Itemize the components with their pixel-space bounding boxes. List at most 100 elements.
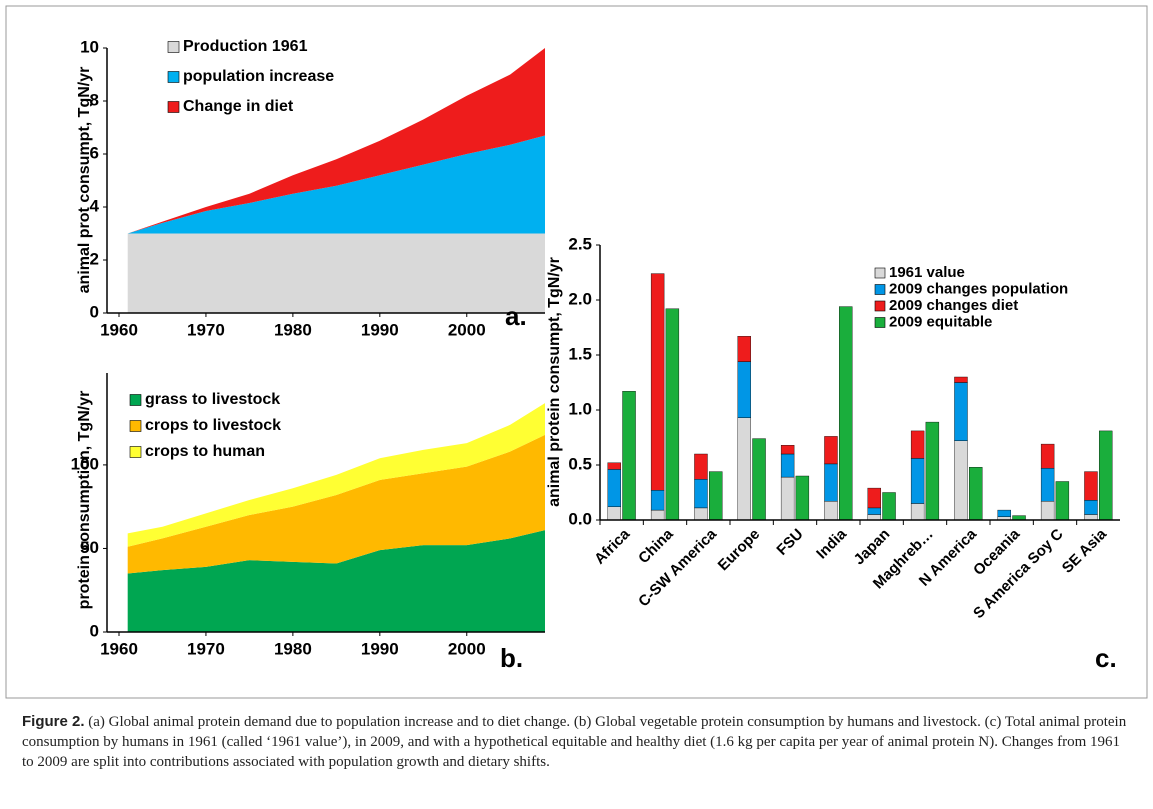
legend-label: Change in diet: [183, 98, 294, 115]
area: [127, 530, 545, 632]
bar-segment: [1040, 501, 1055, 521]
y-axis-title: protein consumption, TgN/yr: [76, 391, 93, 610]
legend-label: 2009 equitable: [889, 313, 992, 330]
panel-label: a.: [505, 301, 527, 331]
x-tick-label: 1980: [274, 320, 312, 339]
bar-segment: [1084, 500, 1098, 515]
x-tick-label: 1960: [100, 639, 138, 658]
x-tick-label: 1970: [187, 320, 225, 339]
y-tick-label: 100: [71, 454, 99, 473]
legend-swatch: [129, 420, 142, 432]
bar-segment: [694, 453, 708, 480]
area: [127, 48, 545, 234]
y-tick-label: 0: [90, 302, 99, 321]
y-tick-label: 1.5: [568, 344, 592, 363]
x-tick-label: Africa: [591, 525, 634, 568]
x-tick-label: 2000: [448, 639, 486, 658]
bar-segment: [607, 462, 621, 470]
bar-segment: [882, 492, 896, 521]
bar-segment: [1040, 468, 1055, 502]
area: [127, 403, 545, 547]
x-tick-label: 1990: [361, 320, 399, 339]
x-tick-label: 1970: [187, 639, 225, 658]
x-tick-label: China: [635, 525, 677, 567]
y-tick-label: 0: [90, 621, 99, 640]
legend-swatch: [874, 317, 886, 328]
legend-label: crops to livestock: [145, 417, 281, 434]
bar-segment: [969, 467, 983, 521]
legend-label: 2009 changes diet: [889, 297, 1018, 314]
legend-label: population increase: [183, 68, 334, 85]
y-tick-label: 2: [90, 249, 99, 268]
x-tick-label: Europe: [715, 526, 764, 575]
bar-segment: [910, 503, 925, 521]
y-tick-label: 10: [80, 37, 99, 56]
y-tick-label: 4: [90, 196, 100, 215]
bar-segment: [709, 471, 723, 521]
bar-segment: [954, 382, 968, 441]
y-axis-title: animal prot consumpt, TgN/yr: [76, 67, 93, 294]
bar-segment: [1084, 514, 1098, 521]
bar-segment: [752, 438, 766, 521]
x-tick-label: Japan: [851, 526, 894, 569]
legend-swatch: [874, 300, 886, 312]
bar-segment: [795, 475, 810, 521]
y-tick-label: 6: [90, 143, 99, 162]
x-tick-label: India: [813, 525, 850, 562]
bar-segment: [867, 514, 881, 521]
bar-segment: [824, 501, 838, 521]
bar-segment: [780, 453, 795, 478]
bar-segment: [954, 440, 968, 521]
bar-segment: [622, 391, 636, 521]
legend-label: Production 1961: [183, 38, 308, 55]
caption-label: Figure 2.: [22, 713, 85, 730]
bar-segment: [737, 417, 751, 521]
x-tick-label: SE Asia: [1059, 525, 1111, 577]
bar-segment: [824, 463, 838, 502]
bar-segment: [1084, 471, 1098, 501]
legend-swatch: [129, 446, 142, 458]
bar-segment: [910, 458, 925, 504]
y-tick-label: 50: [80, 538, 99, 557]
bar-segment: [997, 509, 1011, 517]
y-tick-label: 0.5: [568, 454, 592, 473]
bar-segment: [1040, 443, 1055, 469]
bar-segment: [839, 306, 853, 521]
y-tick-label: 8: [90, 90, 99, 109]
legend-swatch: [874, 284, 886, 295]
legend-label: 2009 changes population: [889, 280, 1068, 297]
bar-segment: [925, 421, 940, 521]
caption: Figure 2. (a) Global animal protein dema…: [22, 712, 1132, 772]
bar-segment: [694, 479, 708, 509]
bar-segment: [650, 490, 665, 511]
y-axis-title: animal protein consumpt, TgN/yr: [546, 257, 563, 507]
bar-segment: [1055, 481, 1070, 521]
bar-segment: [607, 469, 621, 507]
bar-segment: [694, 507, 708, 521]
area: [127, 233, 545, 313]
area: [127, 434, 545, 574]
legend-swatch: [167, 41, 180, 53]
bar-segment: [665, 308, 680, 521]
x-tick-label: C-SW America: [635, 525, 720, 610]
legend-swatch: [129, 394, 142, 406]
legend-label: 1961 value: [889, 264, 965, 281]
bar-segment: [607, 506, 621, 521]
bar-segment: [910, 430, 925, 459]
bar-segment: [867, 507, 881, 515]
chart: 1960 1970 1980 1990 2000 0 2 4 6 8 10 animal prot c…: [76, 37, 545, 339]
y-tick-label: 0.0: [568, 509, 592, 528]
legend-swatch: [167, 71, 180, 83]
legend-label: crops to human: [145, 443, 265, 460]
figure: 1960 1970 1980 1990 2000 0 2 4 6 8 10 animal prot c…: [5, 5, 1148, 699]
bar-segment: [954, 376, 968, 383]
legend-swatch: [874, 267, 886, 279]
bar-segment: [737, 336, 751, 362]
x-tick-label: 1960: [100, 320, 138, 339]
bar-segment: [867, 487, 881, 509]
x-tick-label: FSU: [773, 526, 806, 559]
y-tick-label: 2.0: [568, 289, 592, 308]
